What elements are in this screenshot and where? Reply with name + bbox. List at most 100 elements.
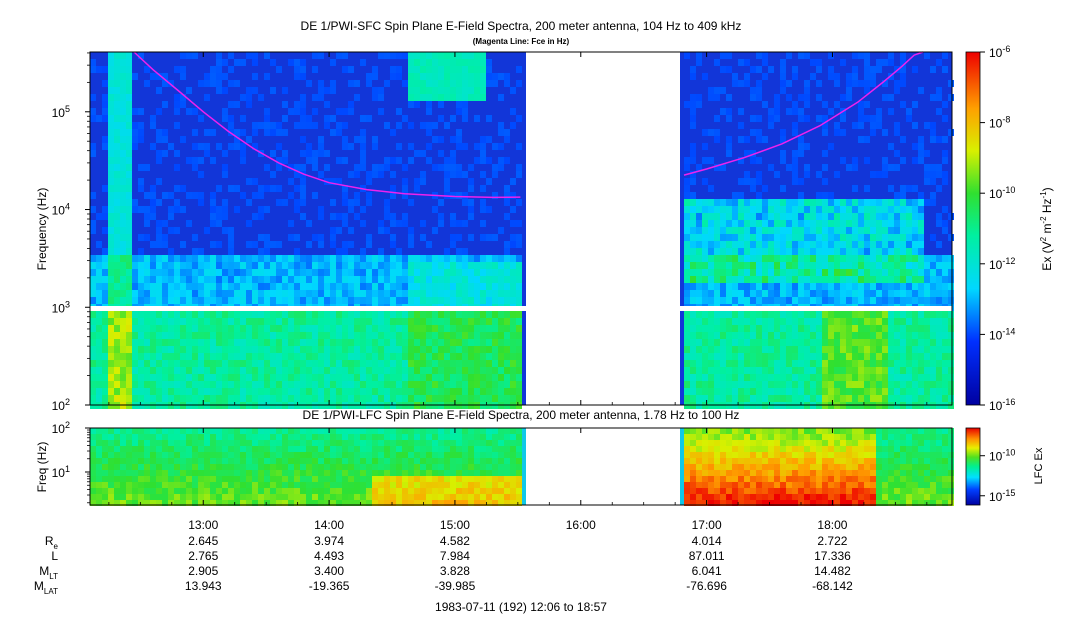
spectrum-cell xyxy=(870,297,876,304)
spectrum-cell xyxy=(786,283,792,290)
spectrum-cell xyxy=(852,269,858,276)
spectrum-cell xyxy=(906,332,912,339)
spectrum-cell xyxy=(378,220,384,227)
spectrum-cell xyxy=(690,227,696,234)
lfc-spectrum-cell xyxy=(204,476,210,482)
spectrum-cell xyxy=(90,150,96,157)
spectrum-cell xyxy=(228,311,234,318)
spectrum-cell xyxy=(342,269,348,276)
spectrum-cell xyxy=(876,115,882,122)
spectrum-cell xyxy=(150,199,156,206)
lfc-spectrum-cell xyxy=(300,482,306,488)
spectrum-cell xyxy=(336,213,342,220)
spectrum-cell xyxy=(252,255,258,262)
spectrum-cell xyxy=(294,381,300,388)
lfc-spectrum-cell xyxy=(402,458,408,464)
lfc-spectrum-cell xyxy=(324,434,330,440)
spectrum-cell xyxy=(774,367,780,374)
spectrum-cell xyxy=(852,73,858,80)
lfc-spectrum-cell xyxy=(354,488,360,494)
lfc-spectrum-cell xyxy=(486,500,492,506)
spectrum-cell xyxy=(402,367,408,374)
lfc-spectrum-cell xyxy=(210,428,216,434)
spectrum-cell xyxy=(510,395,516,402)
spectrum-cell xyxy=(234,80,240,87)
spectrum-cell xyxy=(708,199,714,206)
lfc-spectrum-cell xyxy=(234,464,240,470)
spectrum-cell xyxy=(330,290,336,297)
spectrum-cell xyxy=(114,353,120,360)
spectrum-cell xyxy=(930,178,936,185)
spectrum-cell xyxy=(408,374,414,381)
spectrum-cell xyxy=(162,395,168,402)
lfc-spectrum-cell xyxy=(426,500,432,506)
spectrum-cell xyxy=(384,311,390,318)
lfc-spectrum-cell xyxy=(450,482,456,488)
spectrum-cell xyxy=(750,220,756,227)
spectrum-cell xyxy=(900,283,906,290)
spectrum-cell xyxy=(852,241,858,248)
spectrum-cell xyxy=(252,339,258,346)
spectrum-cell xyxy=(288,234,294,241)
spectrum-cell xyxy=(714,115,720,122)
spectrum-cell xyxy=(102,136,108,143)
spectrum-cell xyxy=(258,388,264,395)
spectrum-cell xyxy=(402,255,408,262)
spectrum-cell xyxy=(384,290,390,297)
lfc-spectrum-cell xyxy=(324,470,330,476)
spectrum-cell xyxy=(114,129,120,136)
spectrum-cell xyxy=(216,52,222,59)
spectrum-cell xyxy=(738,157,744,164)
spectrum-cell xyxy=(138,374,144,381)
lfc-spectrum-cell xyxy=(138,446,144,452)
lfc-spectrum-cell xyxy=(456,458,462,464)
lfc-spectrum-cell xyxy=(120,476,126,482)
lfc-spectrum-cell xyxy=(330,428,336,434)
spectrum-cell xyxy=(354,276,360,283)
spectrum-cell xyxy=(126,157,132,164)
spectrum-cell xyxy=(438,262,444,269)
spectrum-cell xyxy=(798,227,804,234)
lfc-spectrum-cell xyxy=(402,488,408,494)
spectrum-cell xyxy=(942,395,948,402)
spectrum-cell xyxy=(888,381,894,388)
lfc-spectrum-cell xyxy=(240,446,246,452)
spectrum-cell xyxy=(462,255,468,262)
spectrum-cell xyxy=(726,199,732,206)
spectrum-cell xyxy=(192,318,198,325)
spectrum-cell xyxy=(930,339,936,346)
spectrum-cell xyxy=(336,122,342,129)
spectrum-cell xyxy=(108,143,114,150)
spectrum-cell xyxy=(330,297,336,304)
spectrum-cell xyxy=(168,332,174,339)
spectrum-cell xyxy=(444,290,450,297)
spectrum-cell xyxy=(408,346,414,353)
spectrum-cell xyxy=(354,255,360,262)
spectrum-cell xyxy=(714,346,720,353)
lfc-spectrum-cell xyxy=(240,428,246,434)
spectrum-cell xyxy=(390,234,396,241)
spectrum-cell xyxy=(330,234,336,241)
spectrum-cell xyxy=(780,374,786,381)
spectrum-cell xyxy=(144,332,150,339)
spectrum-cell xyxy=(360,290,366,297)
lfc-spectrum-cell xyxy=(438,440,444,446)
spectrum-cell xyxy=(426,80,432,87)
spectrum-cell xyxy=(354,353,360,360)
spectrum-cell xyxy=(780,248,786,255)
spectrum-cell xyxy=(900,388,906,395)
spectrum-cell xyxy=(234,185,240,192)
spectrum-cell xyxy=(204,150,210,157)
spectrum-cell xyxy=(354,213,360,220)
lfc-spectrum-cell xyxy=(174,500,180,506)
spectrum-cell xyxy=(516,143,522,150)
spectrum-cell xyxy=(726,297,732,304)
spectrum-cell xyxy=(126,262,132,269)
lfc-spectrum-cell xyxy=(492,440,498,446)
lfc-spectrum-cell xyxy=(438,428,444,434)
spectrum-cell xyxy=(732,353,738,360)
lfc-spectrum-cell xyxy=(138,452,144,458)
spectrum-cell xyxy=(456,325,462,332)
spectrum-cell xyxy=(918,325,924,332)
